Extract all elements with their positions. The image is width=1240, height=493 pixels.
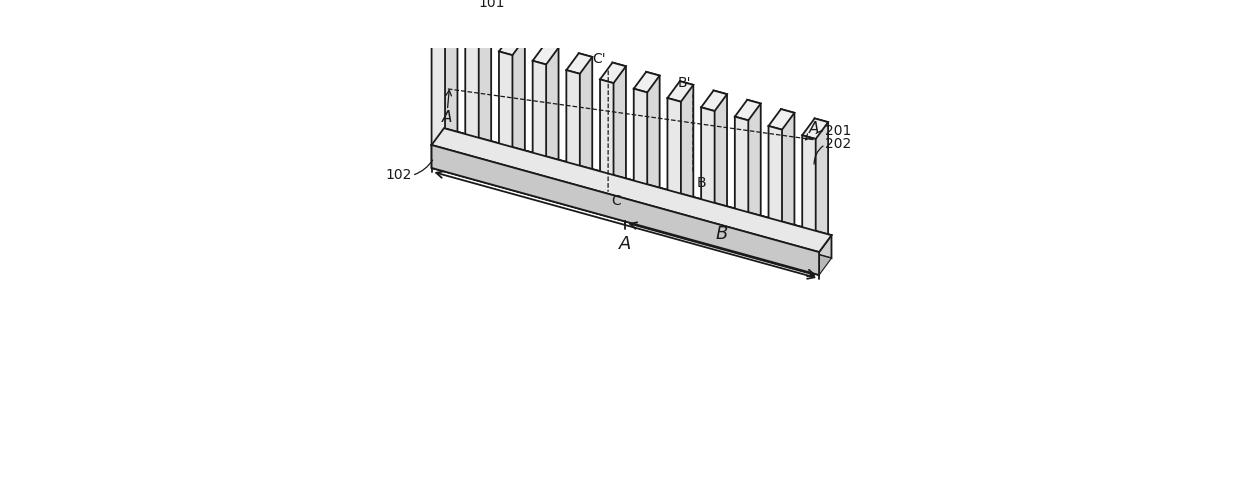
Polygon shape bbox=[432, 16, 458, 36]
Polygon shape bbox=[815, 118, 828, 234]
Polygon shape bbox=[735, 100, 760, 120]
Polygon shape bbox=[444, 128, 832, 258]
Text: B: B bbox=[715, 225, 728, 243]
Polygon shape bbox=[465, 42, 479, 158]
Polygon shape bbox=[432, 33, 445, 149]
Polygon shape bbox=[432, 128, 832, 252]
Polygon shape bbox=[432, 151, 832, 275]
Polygon shape bbox=[769, 126, 782, 242]
Polygon shape bbox=[667, 98, 681, 214]
Text: B': B' bbox=[677, 75, 691, 90]
Polygon shape bbox=[567, 70, 580, 186]
Polygon shape bbox=[634, 72, 660, 92]
Polygon shape bbox=[533, 44, 558, 65]
Polygon shape bbox=[465, 25, 491, 46]
Polygon shape bbox=[701, 91, 727, 111]
Polygon shape bbox=[769, 109, 795, 130]
Text: 101: 101 bbox=[479, 0, 506, 10]
Polygon shape bbox=[477, 25, 491, 141]
Polygon shape bbox=[802, 135, 816, 251]
Polygon shape bbox=[781, 109, 795, 225]
Polygon shape bbox=[735, 117, 748, 233]
Polygon shape bbox=[432, 128, 832, 252]
Polygon shape bbox=[546, 44, 558, 160]
Polygon shape bbox=[432, 145, 820, 275]
Polygon shape bbox=[634, 89, 647, 205]
Text: B: B bbox=[697, 176, 706, 190]
Polygon shape bbox=[680, 81, 693, 197]
Polygon shape bbox=[498, 35, 525, 55]
Polygon shape bbox=[600, 79, 614, 195]
Text: C': C' bbox=[593, 52, 606, 66]
Text: 202: 202 bbox=[826, 138, 852, 151]
Polygon shape bbox=[432, 145, 820, 275]
Polygon shape bbox=[802, 118, 828, 139]
Text: 201: 201 bbox=[826, 124, 852, 138]
Polygon shape bbox=[567, 53, 593, 74]
Polygon shape bbox=[646, 72, 660, 188]
Text: A: A bbox=[443, 110, 453, 125]
Polygon shape bbox=[600, 63, 626, 83]
Polygon shape bbox=[511, 35, 525, 150]
Polygon shape bbox=[701, 107, 714, 223]
Polygon shape bbox=[613, 63, 626, 178]
Polygon shape bbox=[579, 53, 593, 169]
Polygon shape bbox=[713, 91, 727, 207]
Polygon shape bbox=[533, 61, 546, 176]
Text: A: A bbox=[619, 235, 631, 253]
Polygon shape bbox=[748, 100, 760, 215]
Text: A: A bbox=[810, 121, 820, 136]
Text: 102: 102 bbox=[386, 169, 412, 182]
Polygon shape bbox=[498, 51, 512, 167]
Text: C: C bbox=[611, 194, 621, 208]
Polygon shape bbox=[667, 81, 693, 102]
Polygon shape bbox=[444, 16, 458, 132]
